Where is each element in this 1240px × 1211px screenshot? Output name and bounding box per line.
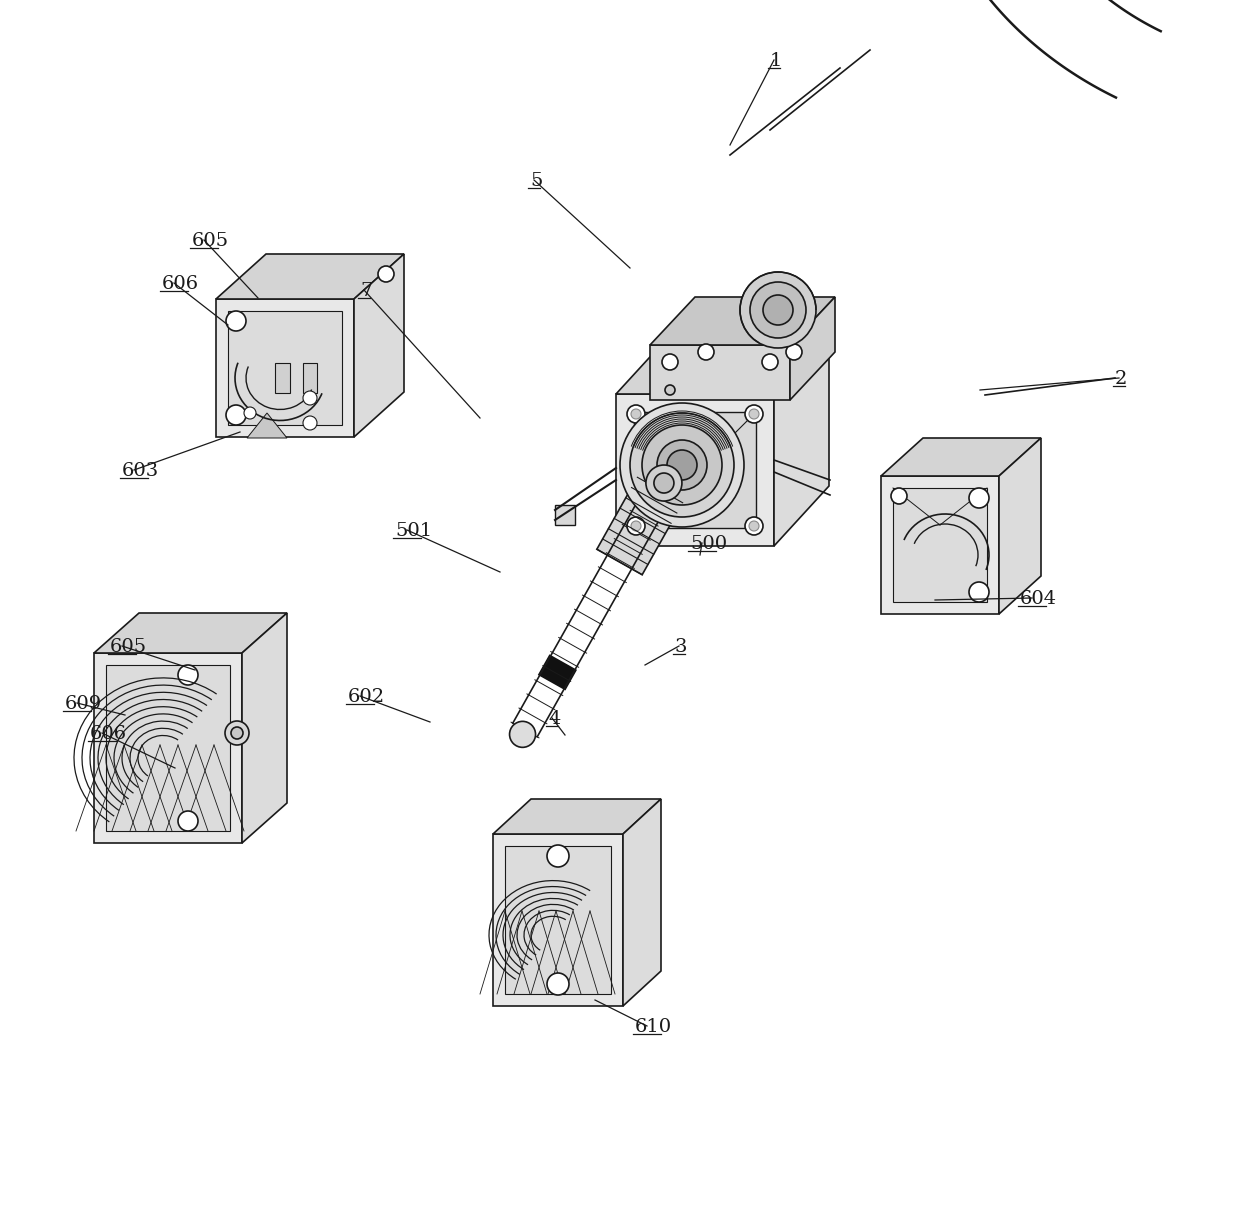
Text: 606: 606 — [162, 275, 200, 293]
Circle shape — [224, 721, 249, 745]
Polygon shape — [616, 334, 830, 394]
Text: 604: 604 — [1021, 590, 1058, 608]
Text: 3: 3 — [675, 638, 687, 656]
Polygon shape — [650, 345, 790, 400]
Circle shape — [657, 440, 707, 490]
Polygon shape — [999, 438, 1042, 614]
Circle shape — [231, 727, 243, 739]
Circle shape — [745, 404, 763, 423]
Circle shape — [631, 521, 641, 530]
Circle shape — [786, 344, 802, 360]
Polygon shape — [94, 653, 242, 843]
Polygon shape — [94, 613, 286, 653]
Circle shape — [642, 425, 722, 505]
Circle shape — [749, 521, 759, 530]
Polygon shape — [228, 311, 342, 425]
Polygon shape — [494, 799, 661, 834]
Text: 500: 500 — [689, 535, 727, 553]
Polygon shape — [596, 477, 683, 575]
Polygon shape — [616, 394, 774, 546]
Polygon shape — [247, 413, 286, 438]
Text: 7: 7 — [360, 282, 372, 300]
Circle shape — [740, 272, 816, 348]
Circle shape — [303, 391, 317, 404]
Circle shape — [226, 311, 246, 331]
Polygon shape — [774, 334, 830, 546]
Circle shape — [303, 417, 317, 430]
Circle shape — [892, 488, 906, 504]
Circle shape — [244, 407, 255, 419]
Circle shape — [179, 811, 198, 831]
Circle shape — [627, 404, 645, 423]
Circle shape — [630, 413, 734, 517]
Circle shape — [662, 354, 678, 371]
Text: 605: 605 — [192, 233, 229, 249]
Circle shape — [749, 409, 759, 419]
Polygon shape — [216, 254, 404, 299]
Circle shape — [378, 266, 394, 282]
Text: 605: 605 — [110, 638, 148, 656]
Circle shape — [620, 403, 744, 527]
Polygon shape — [790, 297, 835, 400]
Polygon shape — [880, 438, 1042, 476]
Circle shape — [763, 295, 794, 325]
Polygon shape — [275, 363, 290, 394]
Circle shape — [631, 409, 641, 419]
Circle shape — [763, 354, 777, 371]
Circle shape — [627, 517, 645, 535]
Polygon shape — [105, 665, 229, 831]
Circle shape — [698, 344, 714, 360]
Polygon shape — [303, 363, 317, 394]
Text: 609: 609 — [64, 695, 102, 713]
Polygon shape — [242, 613, 286, 843]
Circle shape — [226, 404, 246, 425]
Circle shape — [745, 517, 763, 535]
Text: 610: 610 — [635, 1018, 672, 1035]
Circle shape — [968, 488, 990, 507]
Text: 602: 602 — [348, 688, 386, 706]
Circle shape — [547, 972, 569, 995]
Text: 603: 603 — [122, 463, 159, 480]
Polygon shape — [494, 834, 622, 1006]
Circle shape — [646, 465, 682, 501]
Circle shape — [665, 385, 675, 395]
Circle shape — [653, 474, 673, 493]
Circle shape — [547, 845, 569, 867]
Text: 606: 606 — [91, 725, 128, 744]
Text: 4: 4 — [548, 710, 560, 728]
Text: 501: 501 — [396, 522, 432, 540]
Circle shape — [179, 665, 198, 685]
Polygon shape — [650, 297, 835, 345]
Polygon shape — [216, 299, 353, 437]
Polygon shape — [880, 476, 999, 614]
Text: 2: 2 — [1115, 371, 1127, 388]
Polygon shape — [539, 655, 575, 689]
Circle shape — [968, 582, 990, 602]
Polygon shape — [353, 254, 404, 437]
Circle shape — [667, 450, 697, 480]
Circle shape — [750, 282, 806, 338]
Polygon shape — [505, 846, 611, 994]
Polygon shape — [893, 488, 987, 602]
Text: 5: 5 — [529, 172, 542, 190]
Text: 1: 1 — [770, 52, 782, 70]
Polygon shape — [634, 412, 756, 528]
Polygon shape — [622, 799, 661, 1006]
Polygon shape — [556, 505, 575, 526]
Circle shape — [510, 722, 536, 747]
